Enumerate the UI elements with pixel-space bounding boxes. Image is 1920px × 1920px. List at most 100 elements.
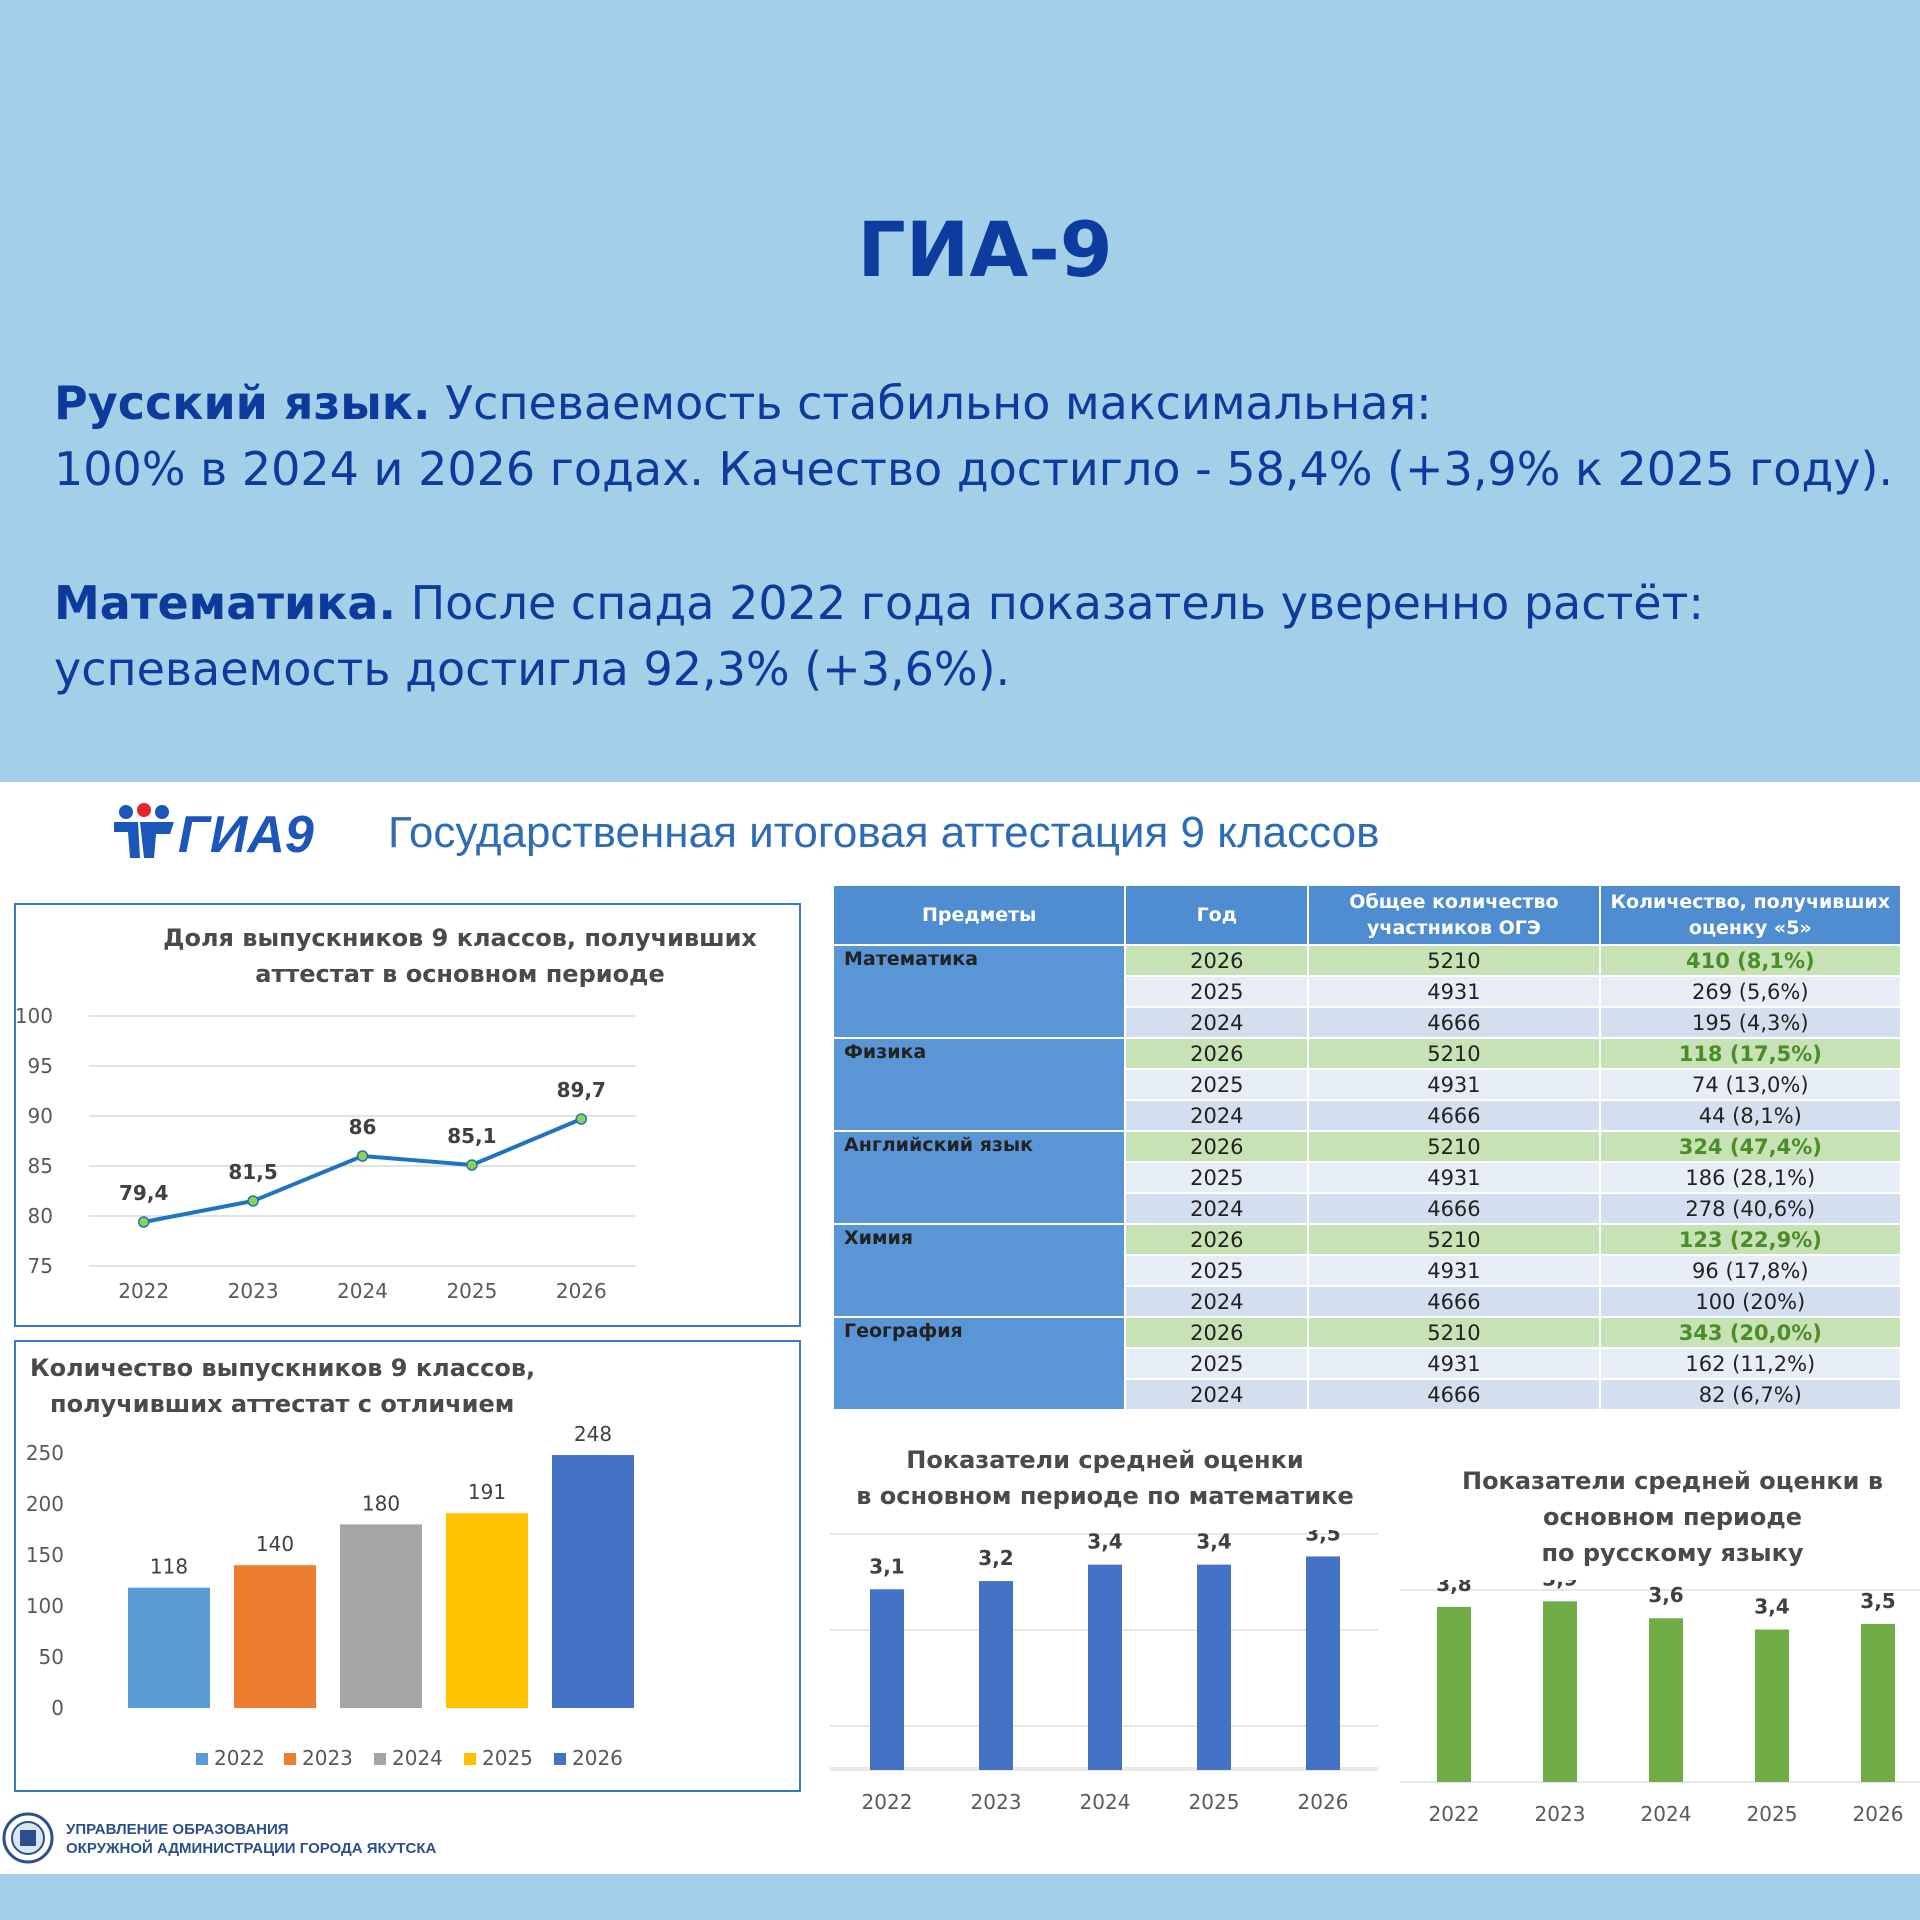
bar	[1437, 1606, 1471, 1782]
data-label: 79,4	[119, 1181, 168, 1205]
math-mean-title-2: в основном периоде по математике	[856, 1482, 1354, 1510]
bar-value-label: 140	[256, 1532, 294, 1556]
y-tick-label: 85	[28, 1154, 53, 1178]
footer-line-2: ОКРУЖНОЙ АДМИНИСТРАЦИИ ГОРОДА ЯКУТСКА	[66, 1840, 437, 1857]
math-mean-title: Показатели средней оценки в основном пер…	[830, 1442, 1380, 1514]
year-cell: 2026	[1124, 944, 1310, 977]
participants-cell: 5210	[1307, 1037, 1601, 1070]
line-chart-title-1: Доля выпускников 9 классов, получивших	[163, 924, 757, 952]
honors-bar-chart: 0 50 100 150 200 250 118 140 180 191 248 2022 2023 20…	[26, 1422, 634, 1770]
year-cell: 2025	[1124, 975, 1310, 1008]
y-tick-label: 100	[26, 1594, 64, 1618]
legend-swatch	[554, 1753, 566, 1765]
x-tick-label: 2026	[556, 1279, 607, 1303]
table-row: Физика 2026 5210 118 (17,5%)	[831, 1037, 1903, 1132]
grade5-cell: 123 (22,9%)	[1598, 1223, 1903, 1256]
table-row: 2025 4931 162 (11,2%)	[833, 1347, 1903, 1380]
math-mean-title-1: Показатели средней оценки	[906, 1446, 1304, 1474]
year-cell: 2024	[1124, 1006, 1310, 1039]
bar	[1306, 1556, 1340, 1770]
x-tick-label: 2025	[1747, 1802, 1798, 1826]
header-year: Год	[1124, 884, 1310, 946]
table-row: 2024 4666 44 (8,1%)	[833, 1099, 1903, 1132]
grade5-cell: 100 (20%)	[1598, 1285, 1903, 1318]
data-point	[466, 1159, 478, 1171]
results-table: Предметы Год Общее количество участников…	[831, 884, 1903, 1411]
table-row: Математика 2026 5210 410 (8,1%)	[831, 944, 1903, 1039]
table-row: Химия 2026 5210 123 (22,9%)	[831, 1223, 1903, 1318]
participants-cell: 5210	[1307, 944, 1601, 977]
bar	[1197, 1564, 1231, 1770]
y-tick-label: 150	[26, 1543, 64, 1567]
x-tick-label: 2026	[1853, 1802, 1904, 1826]
year-cell: 2026	[1124, 1223, 1310, 1256]
subject-cell: Физика	[831, 1037, 1127, 1132]
math-text-2: успеваемость достигла 92,3% (+3,6%).	[54, 642, 1011, 696]
grade5-cell: 82 (6,7%)	[1598, 1378, 1903, 1411]
data-point	[575, 1113, 588, 1125]
subject-cell: География	[831, 1316, 1127, 1411]
math-text-1: После спада 2022 года показатель уверенн…	[395, 576, 1704, 630]
line-chart: 75 80 85 90 95 100 79,4 2022 81,5 2023 86 2024 85,1 2…	[16, 1004, 636, 1303]
legend-swatch	[196, 1753, 208, 1765]
table-row: 2024 4666 100 (20%)	[833, 1285, 1903, 1318]
year-cell: 2025	[1124, 1161, 1310, 1194]
line-chart-title: Доля выпускников 9 классов, получивших а…	[160, 920, 760, 992]
bar	[1543, 1601, 1577, 1782]
participants-cell: 4666	[1307, 1192, 1601, 1225]
x-tick-label: 2026	[1298, 1790, 1349, 1814]
x-tick-label: 2022	[118, 1279, 169, 1303]
table-header-row: Предметы Год Общее количество участников…	[831, 884, 1903, 946]
legend-swatch	[374, 1753, 386, 1765]
bar	[446, 1513, 528, 1708]
year-cell: 2026	[1124, 1316, 1310, 1349]
participants-cell: 4666	[1307, 1378, 1601, 1411]
year-cell: 2025	[1124, 1347, 1310, 1380]
year-cell: 2024	[1124, 1099, 1310, 1132]
participants-cell: 5210	[1307, 1223, 1601, 1256]
russian-paragraph: Русский язык. Успеваемость стабильно мак…	[54, 370, 1904, 502]
table-row: 2024 4666 278 (40,6%)	[833, 1192, 1903, 1225]
x-tick-label: 2022	[862, 1790, 913, 1814]
table-row: Английский язык 2026 5210 324 (47,4%)	[831, 1130, 1903, 1225]
bar	[979, 1581, 1013, 1770]
legend-label: 2025	[482, 1746, 533, 1770]
bar-value-label: 118	[150, 1555, 188, 1579]
data-label: 86	[349, 1115, 377, 1139]
header-band	[0, 0, 1920, 782]
math-paragraph: Математика. После спада 2022 года показа…	[54, 570, 1904, 702]
participants-cell: 4666	[1307, 1285, 1601, 1318]
participants-cell: 4666	[1307, 1006, 1601, 1039]
y-tick-label: 75	[28, 1254, 53, 1278]
year-cell: 2026	[1124, 1130, 1310, 1163]
subject-cell: Химия	[831, 1223, 1127, 1318]
table-row: 2025 4931 74 (13,0%)	[833, 1068, 1903, 1101]
gia-logo-icon	[114, 803, 174, 858]
russian-text-2: 100% в 2024 и 2026 годах. Качество дости…	[54, 442, 1894, 496]
data-point	[356, 1150, 369, 1162]
line-chart-title-2: аттестат в основном периоде	[255, 960, 665, 988]
x-tick-label: 2023	[971, 1790, 1022, 1814]
y-tick-label: 200	[26, 1492, 64, 1516]
legend-swatch	[464, 1753, 476, 1765]
table-row: 2025 4931 269 (5,6%)	[833, 975, 1903, 1008]
header-subjects: Предметы	[831, 884, 1127, 946]
math-label: Математика.	[54, 576, 396, 630]
participants-cell: 4931	[1307, 1161, 1601, 1194]
bar-chart-title: Количество выпускников 9 классов, получи…	[30, 1350, 535, 1422]
participants-cell: 4666	[1307, 1099, 1601, 1132]
year-cell: 2024	[1124, 1378, 1310, 1411]
year-cell: 2024	[1124, 1192, 1310, 1225]
grade5-cell: 186 (28,1%)	[1598, 1161, 1903, 1194]
russian-mean-title: Показатели средней оценки в основном пер…	[1400, 1463, 1920, 1571]
header-participants: Общее количество участников ОГЭ	[1307, 884, 1601, 946]
x-tick-label: 2025	[1189, 1790, 1240, 1814]
participants-cell: 4931	[1307, 1254, 1601, 1287]
y-tick-label: 80	[28, 1204, 53, 1228]
y-tick-label: 95	[28, 1054, 53, 1078]
russian-mean-title-1: Показатели средней оценки в	[1461, 1467, 1884, 1495]
bar-value-label: 3,5	[1860, 1589, 1895, 1613]
grade5-cell: 343 (20,0%)	[1598, 1316, 1903, 1349]
grade5-cell: 118 (17,5%)	[1598, 1037, 1903, 1070]
participants-cell: 4931	[1307, 1347, 1601, 1380]
